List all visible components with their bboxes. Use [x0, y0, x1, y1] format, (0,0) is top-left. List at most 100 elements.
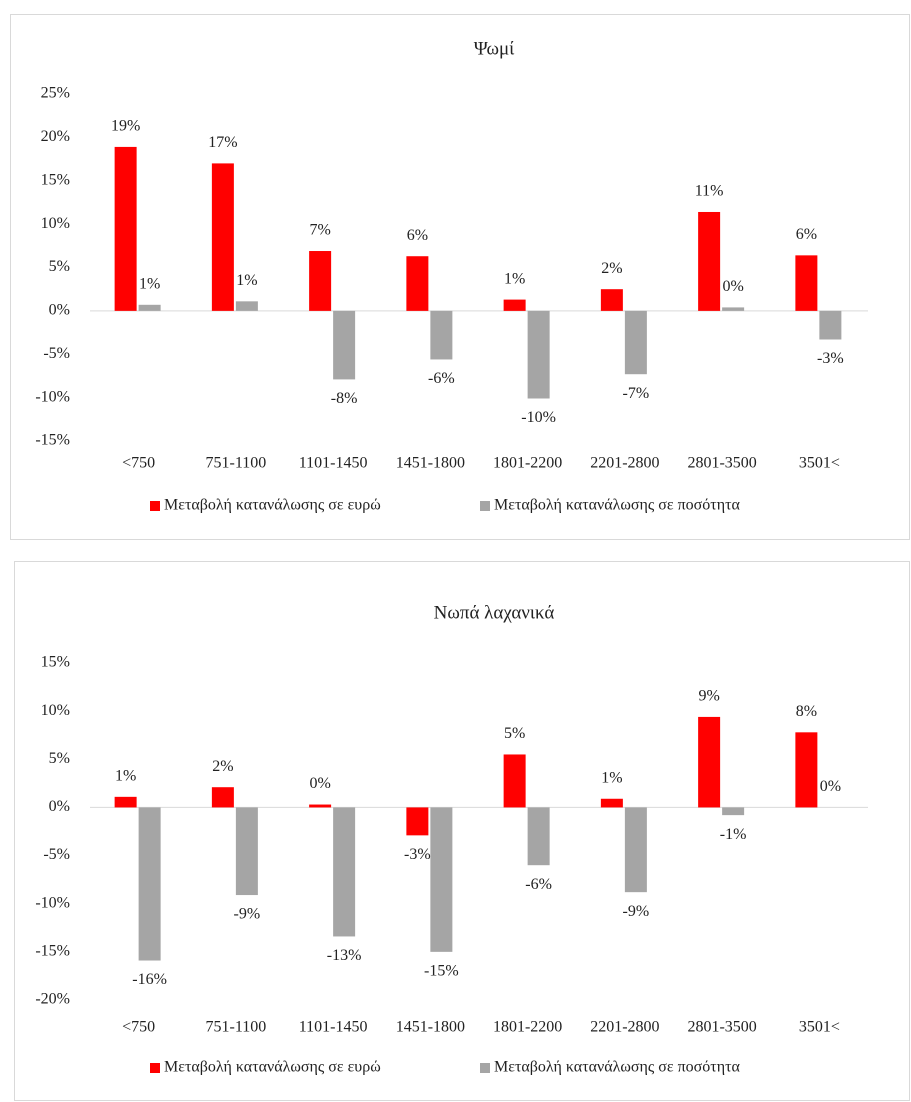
data-label: 1%: [139, 275, 160, 292]
data-label: -9%: [623, 903, 650, 920]
bar: [114, 796, 137, 808]
y-tick-label: -5%: [43, 846, 70, 863]
bar: [406, 256, 429, 311]
y-tick-label: 10%: [41, 702, 70, 719]
data-label: 0%: [722, 278, 743, 295]
bar: [819, 310, 842, 340]
bar: [309, 251, 332, 311]
data-label: -6%: [525, 876, 552, 893]
data-label: -3%: [817, 350, 844, 367]
legend-swatch: [150, 1063, 160, 1073]
y-tick-label: 0%: [49, 302, 70, 319]
bar: [698, 716, 721, 808]
data-label: -6%: [428, 370, 455, 387]
bar: [138, 304, 161, 311]
x-tick-label: 2201-2800: [590, 455, 659, 472]
bar: [624, 310, 647, 375]
x-tick-label: 1451-1800: [396, 455, 465, 472]
bar: [600, 798, 623, 808]
x-tick-label: 2801-3500: [687, 455, 756, 472]
legend-swatch: [150, 501, 160, 511]
x-tick-label: 1801-2200: [493, 455, 562, 472]
bar: [600, 289, 623, 311]
data-label: -16%: [132, 971, 167, 988]
chart-frame: [14, 561, 910, 1101]
bar: [624, 807, 647, 893]
data-label: -15%: [424, 963, 459, 980]
y-tick-label: 0%: [49, 798, 70, 815]
y-tick-label: 15%: [41, 654, 70, 671]
y-tick-label: -5%: [43, 345, 70, 362]
x-tick-label: 751-1100: [206, 1019, 267, 1036]
chart-title: Ψωμί: [474, 38, 515, 59]
y-tick-label: -10%: [35, 388, 70, 405]
data-label: 2%: [212, 758, 233, 775]
x-tick-label: 2801-3500: [687, 1019, 756, 1036]
bar: [430, 807, 453, 952]
data-label: 17%: [208, 134, 237, 151]
y-tick-label: -20%: [35, 991, 70, 1008]
x-tick-label: 1801-2200: [493, 1019, 562, 1036]
data-label: 7%: [309, 222, 330, 239]
bar: [430, 310, 453, 360]
y-tick-label: 25%: [41, 85, 70, 102]
data-label: -13%: [327, 947, 362, 964]
bar: [722, 807, 745, 816]
legend-label: Μεταβολή κατανάλωσης σε ευρώ: [164, 1059, 381, 1076]
bar: [309, 804, 332, 808]
y-tick-label: 20%: [41, 128, 70, 145]
data-label: 1%: [601, 769, 622, 786]
bar: [211, 163, 234, 311]
data-label: 9%: [698, 688, 719, 705]
bar: [503, 754, 526, 808]
data-label: -1%: [720, 826, 747, 843]
data-label: 5%: [504, 725, 525, 742]
bar: [235, 807, 258, 896]
y-tick-label: -15%: [35, 943, 70, 960]
legend-label: Μεταβολή κατανάλωσης σε ευρώ: [164, 497, 381, 514]
data-label: -7%: [623, 385, 650, 402]
bar: [211, 787, 234, 808]
chart-frame: [10, 14, 910, 540]
y-tick-label: -15%: [35, 432, 70, 449]
legend-label: Μεταβολή κατανάλωσης σε ποσότητα: [494, 497, 741, 514]
data-label: 6%: [407, 227, 428, 244]
data-label: -3%: [404, 846, 431, 863]
data-label: 0%: [820, 778, 841, 795]
data-label: 19%: [111, 118, 140, 135]
x-tick-label: 1451-1800: [396, 1019, 465, 1036]
bar: [333, 807, 356, 937]
x-tick-label: <750: [122, 1019, 155, 1036]
x-tick-label: 1101-1450: [299, 1019, 368, 1036]
legend-swatch: [480, 501, 490, 511]
x-tick-label: 2201-2800: [590, 1019, 659, 1036]
data-label: 6%: [796, 226, 817, 243]
data-label: -9%: [234, 906, 261, 923]
y-tick-label: -10%: [35, 894, 70, 911]
bar: [406, 807, 429, 836]
y-tick-label: 5%: [49, 750, 70, 767]
legend-label: Μεταβολή κατανάλωσης σε ποσότητα: [494, 1059, 741, 1076]
bar: [527, 807, 550, 866]
data-label: 1%: [236, 272, 257, 289]
bar: [114, 146, 137, 311]
data-label: 11%: [695, 183, 724, 200]
bar: [503, 299, 526, 311]
x-tick-label: 3501<: [799, 455, 840, 472]
data-label: -10%: [521, 409, 556, 426]
data-label: 8%: [796, 703, 817, 720]
bar: [235, 301, 258, 311]
data-label: 1%: [504, 270, 525, 287]
data-label: -8%: [331, 390, 358, 407]
bar: [698, 211, 721, 311]
data-label: 0%: [309, 775, 330, 792]
x-tick-label: 1101-1450: [299, 455, 368, 472]
y-tick-label: 5%: [49, 258, 70, 275]
x-tick-label: 3501<: [799, 1019, 840, 1036]
chart-title: Νωπά λαχανικά: [434, 602, 555, 623]
data-label: 2%: [601, 260, 622, 277]
bar: [795, 255, 818, 311]
x-tick-label: 751-1100: [206, 455, 267, 472]
bar: [527, 310, 550, 399]
